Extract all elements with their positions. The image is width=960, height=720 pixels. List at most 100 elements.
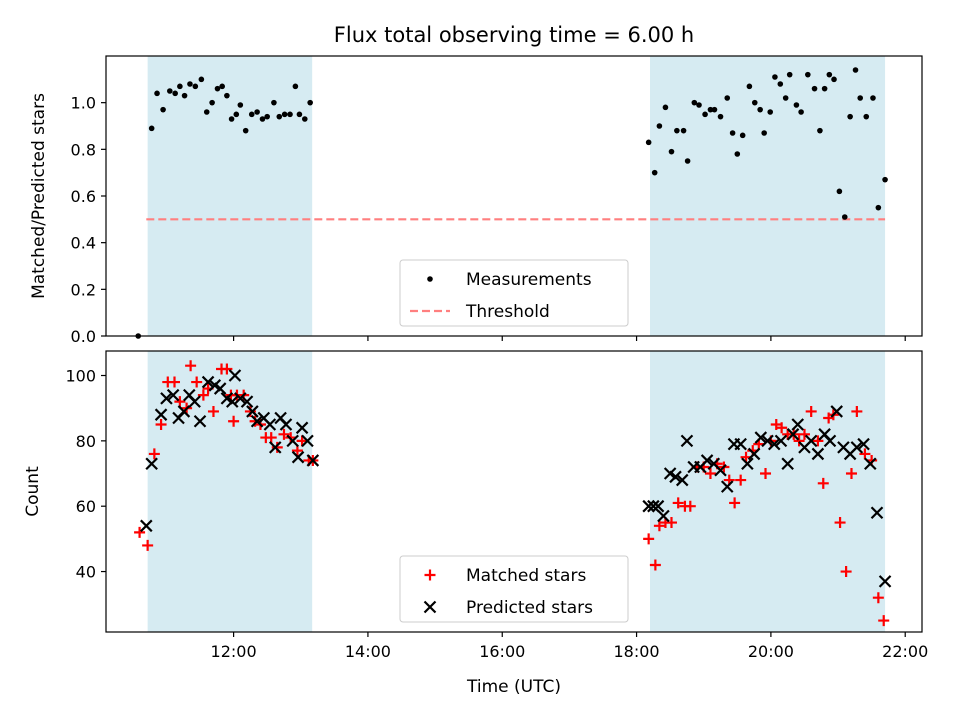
predicted-star-point [741, 457, 754, 471]
predicted-star-point [669, 470, 682, 484]
predicted-star-point [145, 457, 158, 471]
matched-star-point [155, 419, 167, 431]
axes-frame [105, 350, 923, 633]
measurement-point [154, 90, 160, 97]
x-axis-label: Time (UTC) [466, 677, 561, 697]
measurement-point [729, 130, 736, 136]
measurement-point [857, 95, 864, 101]
matched-star-point [148, 448, 160, 460]
measurement-point [782, 95, 789, 101]
measurement-point [192, 83, 199, 90]
predicted-star-point [657, 509, 670, 523]
matched-star-point [834, 517, 846, 529]
measurement-point [160, 106, 166, 113]
matched-star-point [760, 468, 772, 480]
measurement-point [271, 99, 277, 106]
predicted-star-point [188, 395, 201, 408]
measurement-point [826, 71, 833, 78]
predicted-star-point [193, 414, 207, 428]
legend-marker-matched [424, 569, 436, 581]
legend-marker-measurements [427, 276, 433, 282]
measurement-point [645, 139, 652, 146]
measurement-point [668, 148, 675, 155]
predicted-star-point [804, 434, 818, 448]
measurement-point [287, 111, 293, 118]
measurement-point [148, 125, 155, 132]
y-axis-label: Matched/Predicted stars [29, 93, 49, 299]
measurement-point [181, 92, 188, 99]
predicted-star-point [720, 480, 734, 493]
measurement-point [746, 83, 753, 90]
matched-star-point [271, 441, 283, 453]
y-tick-label: 40 [76, 563, 96, 582]
measurement-point [281, 111, 288, 118]
measurement-point [296, 111, 303, 118]
predicted-star-point [870, 506, 884, 520]
matched-star-point [296, 435, 308, 447]
measurement-point [870, 95, 876, 101]
legend: Matched stars Predicted stars [399, 555, 629, 623]
y-axis-label: Count [23, 466, 43, 517]
legend-box [399, 259, 629, 327]
measurement-point [674, 127, 680, 134]
y-tick-label: 1.0 [71, 94, 96, 113]
y-tick-label: 0.6 [71, 187, 96, 206]
measurement-point [724, 95, 731, 101]
predicted-star-point [754, 431, 768, 444]
predicted-star-point [246, 405, 259, 418]
matched-star-point [812, 435, 824, 447]
matched-star-point [845, 468, 857, 480]
measurement-point [198, 76, 205, 83]
measurement-point [691, 99, 698, 106]
measurement-point [224, 92, 230, 99]
measurement-point [662, 104, 669, 111]
measurement-point [264, 113, 270, 120]
measurement-point [847, 113, 853, 120]
predicted-star-point [228, 369, 242, 382]
measurement-point [863, 113, 870, 120]
legend-label: Predicted stars [466, 598, 593, 618]
y-tick-label: 0.8 [71, 140, 96, 159]
measurement-point [248, 111, 255, 118]
measurement-point [680, 127, 687, 134]
measurement-point [292, 83, 299, 90]
measurement-point [772, 74, 778, 80]
measurement-point [172, 90, 178, 97]
measurement-point [259, 116, 266, 122]
ratio-panel: 0.0 0.2 0.4 0.6 0.8 1.0 Matched/Predicted star… [29, 55, 923, 346]
measurement-point [228, 116, 235, 122]
legend-box [399, 555, 629, 623]
measurement-point [276, 113, 283, 120]
matched-star-point [684, 500, 696, 512]
predicted-star-point [263, 418, 277, 431]
predicted-star-point [642, 499, 655, 513]
predicted-star-point [830, 405, 843, 418]
legend-label: Threshold [465, 302, 550, 322]
measurement-point [798, 109, 804, 115]
matched-star-point [704, 468, 716, 480]
measurement-point [656, 123, 663, 129]
predicted-star-point [857, 437, 870, 451]
measurement-point [831, 76, 837, 83]
observing-window-1 [147, 56, 313, 336]
predicted-star-point [878, 575, 892, 588]
y-tick-label: 0.4 [71, 234, 96, 253]
measurement-point [254, 109, 260, 115]
matched-star-point [851, 405, 863, 417]
predicted-star-point [864, 457, 877, 471]
count-panel: 40 60 80 100 Count 12:00 14:00 16:00 18:00 20:00 2… [23, 350, 928, 661]
measurement-point [739, 132, 746, 139]
predicted-star-point [225, 395, 239, 408]
measurement-point [811, 85, 818, 92]
predicted-star-point [680, 434, 694, 448]
predicted-star-point [140, 519, 153, 533]
x-tick-label: 12:00 [211, 642, 257, 661]
predicted-star-point [250, 414, 264, 428]
matched-star-point [653, 520, 665, 532]
measurement-point [805, 71, 811, 78]
measurement-point [767, 109, 774, 115]
predicted-star-point [279, 418, 293, 431]
measurement-point [702, 111, 708, 118]
measurement-point [209, 99, 215, 106]
series-measurements [135, 67, 888, 339]
